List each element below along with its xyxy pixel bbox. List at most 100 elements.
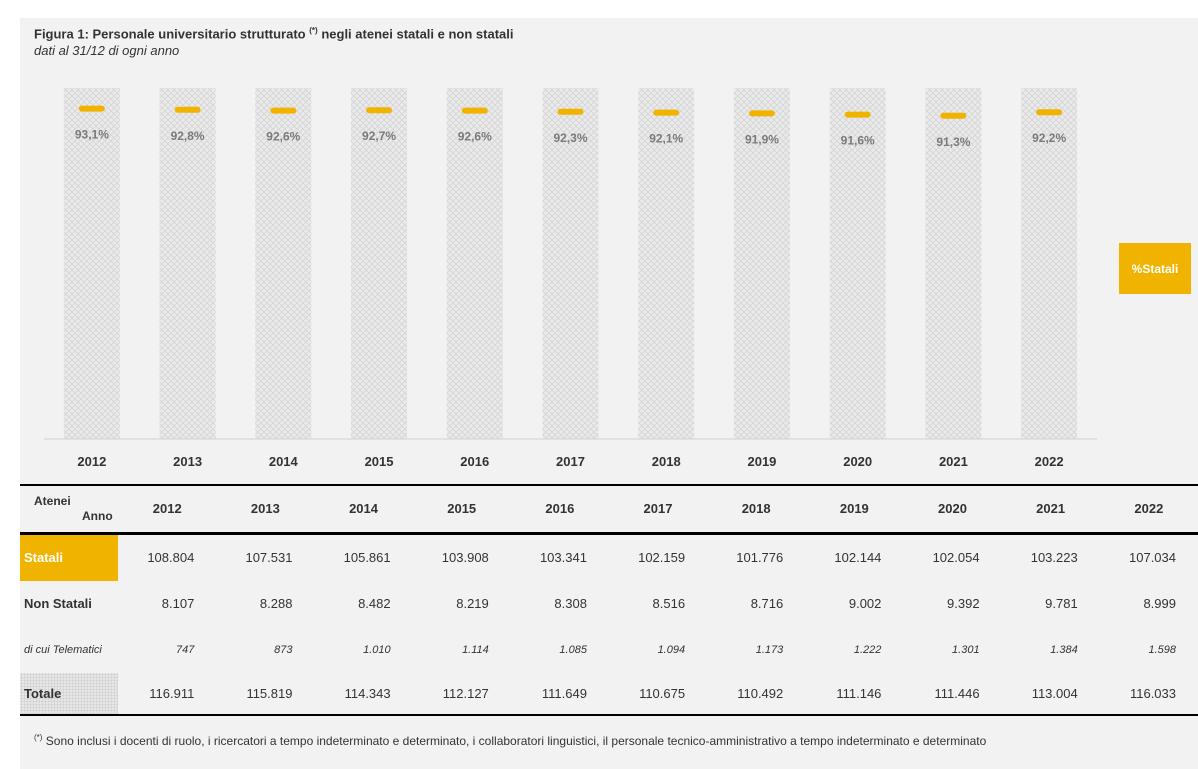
table-cell: 116.033 [1099, 673, 1198, 716]
table-cell: 110.492 [707, 673, 806, 716]
table-cell: 110.675 [608, 673, 708, 716]
table-cell: 111.146 [805, 673, 904, 716]
table-cell: 103.341 [539, 550, 587, 566]
figure-title-footnote-marker: (*) [309, 26, 318, 35]
table-cell: 8.107 [161, 596, 195, 611]
table-cell: 747 [175, 643, 195, 656]
data-label-2021: 91,3% [936, 135, 970, 149]
bar-2017 [542, 88, 599, 439]
table-cell: 114.343 [314, 673, 413, 716]
table-cell: 8.288 [259, 596, 293, 611]
x-tick-2020: 2020 [843, 454, 872, 469]
table-cell: 113.004 [1001, 673, 1100, 716]
data-label-2015: 92,7% [362, 129, 396, 143]
x-tick-2022: 2022 [1035, 454, 1064, 469]
table-cell: 107.531 [245, 550, 293, 566]
x-tick-2016: 2016 [460, 454, 489, 469]
data-label-2016: 92,6% [458, 130, 492, 144]
table-cell: 1.173 [755, 643, 784, 656]
figure-subtitle: dati al 31/12 di ogni anno [34, 43, 180, 59]
year-header: 2013 [216, 484, 315, 535]
data-label-2017: 92,3% [553, 131, 587, 145]
table-cell: 105.861 [343, 550, 391, 566]
legend-statali: %Statali [1119, 243, 1191, 294]
table-cell: 1.114 [462, 643, 489, 656]
data-table: Atenei Anno 2012 2013 2014 2015 2016 201… [20, 484, 1198, 716]
bar-2018 [638, 88, 695, 439]
bar-2016 [446, 88, 503, 439]
row-label-telematici: di cui Telematici [24, 643, 102, 656]
year-header: 2018 [707, 484, 806, 535]
table-row-totale: Totale 116.911 115.819 114.343 112.127 1… [20, 673, 1198, 716]
year-header: 2012 [118, 484, 217, 535]
table-header-row: Atenei Anno 2012 2013 2014 2015 2016 201… [20, 484, 1198, 535]
table-cell: 8.999 [1143, 596, 1176, 611]
x-tick-2013: 2013 [173, 454, 202, 469]
year-header: 2020 [903, 484, 1002, 535]
table-row-telematici: di cui Telematici 747 873 1.010 1.114 1.… [20, 626, 1198, 673]
table-cell: 111.649 [510, 673, 609, 716]
table-cell: 1.222 [853, 643, 882, 656]
bar-2012 [63, 88, 120, 439]
table-row-non-statali: Non Statali 8.107 8.288 8.482 8.219 8.30… [20, 581, 1198, 626]
data-label-2020: 91,6% [841, 134, 875, 148]
table-cell: 8.516 [652, 596, 686, 611]
table-cell: 1.384 [1050, 643, 1078, 656]
table-cell: 8.308 [554, 596, 587, 611]
footnote-marker: (*) [34, 733, 43, 742]
table-cell: 8.716 [750, 596, 784, 611]
bar-2021 [925, 88, 982, 439]
table-cell: 115.819 [216, 673, 315, 716]
table-cell: 9.781 [1045, 596, 1078, 611]
bar-2019 [733, 88, 790, 439]
table-cell: 1.094 [657, 643, 686, 656]
x-tick-2018: 2018 [652, 454, 681, 469]
table-cell: 101.776 [736, 550, 784, 566]
table-cell: 112.127 [412, 673, 511, 716]
chart: 93,1% 92,8% 92,6% 92,7% 92,6% 92,3% 92,1% 91,9%… [44, 88, 1097, 469]
bar-2014 [255, 88, 312, 439]
table-cell: 1.598 [1148, 643, 1176, 656]
data-label-2012: 93,1% [75, 128, 109, 142]
table-row-statali: Statali 108.804 107.531 105.861 103.908 … [20, 533, 1198, 581]
table-cell: 102.159 [638, 550, 686, 566]
data-label-2013: 92,8% [171, 129, 205, 143]
table-cell: 9.002 [848, 596, 882, 611]
table-cell: 8.219 [456, 596, 489, 611]
bar-2020 [829, 88, 886, 439]
figure-title-main: Figura 1: Personale universitario strutt… [34, 26, 306, 42]
table-cell: 116.911 [118, 673, 217, 716]
table-cell: 111.446 [903, 673, 1002, 716]
row-label-statali: Statali [20, 533, 119, 581]
table-cell: 9.392 [947, 596, 980, 611]
data-label-2018: 92,1% [649, 132, 683, 146]
table-cell: 108.804 [147, 550, 195, 566]
table-cell: 1.301 [952, 643, 980, 656]
corner-anno: Anno [82, 508, 113, 523]
year-header: 2022 [1099, 484, 1198, 535]
table-cell: 107.034 [1129, 550, 1176, 566]
footnote-text: Sono inclusi i docenti di ruolo, i ricer… [45, 734, 987, 748]
data-label-2014: 92,6% [266, 130, 300, 144]
year-header: 2019 [805, 484, 904, 535]
table-cell: 102.054 [932, 550, 980, 566]
table-cell: 1.085 [559, 643, 587, 656]
bar-2022 [1021, 88, 1078, 439]
x-tick-2012: 2012 [77, 454, 106, 469]
year-header: 2021 [1001, 484, 1100, 535]
data-label-2019: 91,9% [745, 132, 779, 146]
figure-title-rest: negli atenei statali e non statali [321, 26, 514, 42]
figure-frame [20, 18, 1198, 769]
table-cell: 103.908 [441, 550, 489, 566]
corner-atenei: Atenei [34, 493, 71, 508]
row-label-totale: Totale [20, 673, 119, 716]
table-cell: 103.223 [1030, 550, 1078, 566]
table-cell: 873 [274, 643, 293, 656]
year-header: 2017 [608, 484, 708, 535]
table-cell: 8.482 [358, 596, 391, 611]
figure-title: Figura 1: Personale universitario strutt… [34, 26, 514, 41]
table-cell: 102.144 [834, 550, 882, 566]
year-header: 2014 [314, 484, 413, 535]
x-tick-2014: 2014 [269, 454, 299, 469]
